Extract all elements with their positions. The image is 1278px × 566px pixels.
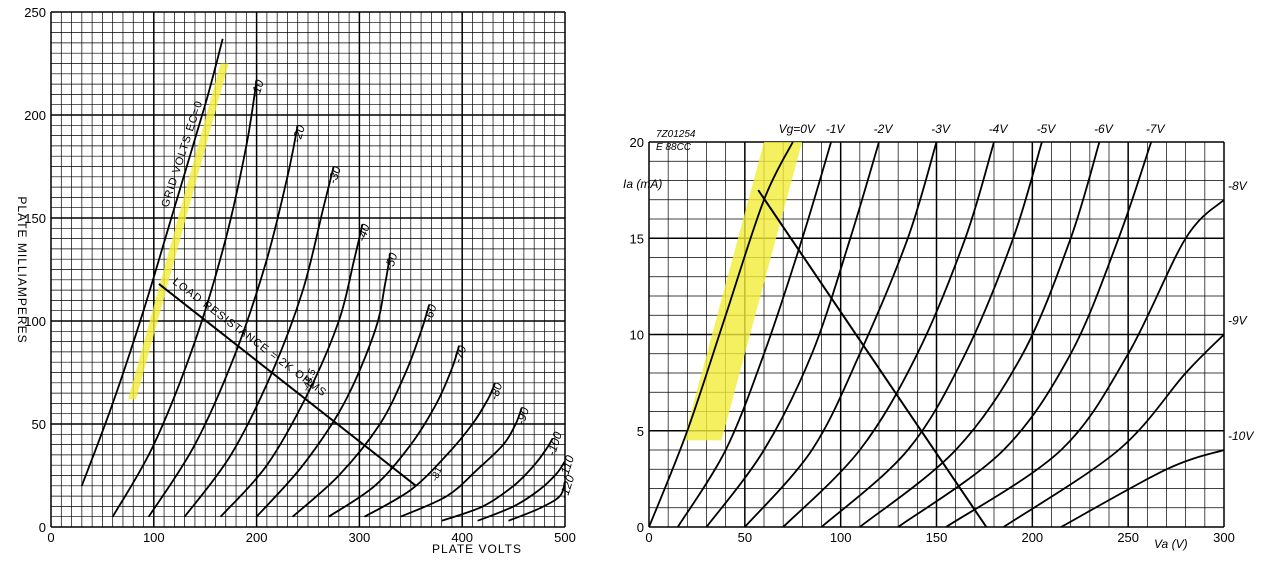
x-tick-label: 250 bbox=[1117, 530, 1139, 545]
x-tick-label: 200 bbox=[1021, 530, 1043, 545]
x-tick-label: 0 bbox=[47, 530, 54, 545]
curve-60 bbox=[291, 304, 431, 518]
left-grid bbox=[50, 11, 566, 528]
curve-label: -1V bbox=[826, 122, 846, 136]
curve-Vg0V bbox=[648, 141, 794, 528]
curve-80 bbox=[364, 382, 496, 518]
x-tick-label: 400 bbox=[451, 530, 473, 545]
right-load-line bbox=[757, 189, 988, 528]
x-tick-label: 50 bbox=[738, 530, 752, 545]
curve-1V bbox=[677, 141, 832, 528]
left-extra-label-81: -81 bbox=[429, 466, 444, 483]
x-tick-label: 150 bbox=[926, 530, 948, 545]
curve-6V bbox=[859, 141, 1101, 528]
y-tick-label: 5 bbox=[637, 424, 644, 439]
curve-label: -60 bbox=[421, 302, 440, 323]
curve-10V bbox=[1060, 449, 1225, 528]
left-x-axis-title: PLATE VOLTS bbox=[432, 542, 522, 556]
chart-left: 0 100 200 300 400 500 0 50 100 150 200 250 -10 -20 -3… bbox=[15, 5, 577, 556]
y-tick-label: 10 bbox=[630, 328, 644, 343]
curve-label: -80 bbox=[487, 381, 506, 402]
curve-label: -6V bbox=[1094, 122, 1114, 136]
curve-label: -40 bbox=[354, 222, 373, 243]
curve-label: -4V bbox=[989, 122, 1009, 136]
chart-right: 0 50 100 150 200 250 300 0 5 10 15 20 Vg=0V -1V -2V -3… bbox=[623, 122, 1255, 551]
left-y-axis-title: PLATE MILLIAMPERES bbox=[15, 196, 29, 343]
y-tick-label: 50 bbox=[32, 417, 46, 432]
x-tick-label: 300 bbox=[349, 530, 371, 545]
curve-label: -10 bbox=[248, 78, 267, 99]
right-tube-type: E 88CC bbox=[656, 142, 692, 153]
curve-label: -7V bbox=[1146, 122, 1166, 136]
left-curve-labels: -10-20-30-40-50-60-70-80-90-100-110-120 bbox=[248, 78, 577, 501]
curve-label: -90 bbox=[513, 405, 532, 426]
y-tick-label: 150 bbox=[24, 211, 46, 226]
curve-10 bbox=[111, 79, 258, 518]
curve-30 bbox=[183, 166, 335, 518]
curve-label: -2V bbox=[874, 122, 894, 136]
curve-100 bbox=[441, 437, 554, 522]
curve-label: -3V bbox=[931, 122, 951, 136]
curve-label: -30 bbox=[325, 164, 344, 185]
curve-7V bbox=[897, 141, 1153, 528]
curve-70 bbox=[328, 345, 460, 518]
right-curves bbox=[648, 141, 1225, 528]
curve-3V bbox=[744, 141, 938, 528]
left-load-line bbox=[158, 283, 417, 487]
left-ticks: 0 100 200 300 400 500 0 50 100 150 200 250 bbox=[24, 5, 576, 545]
y-tick-label: 0 bbox=[637, 520, 644, 535]
x-tick-label: 300 bbox=[1213, 530, 1235, 545]
curve-zero bbox=[80, 38, 224, 487]
curve-5V bbox=[820, 141, 1043, 528]
curve-50 bbox=[255, 252, 392, 518]
x-tick-label: 0 bbox=[645, 530, 652, 545]
curve-label: Vg=0V bbox=[779, 122, 816, 136]
curve-110 bbox=[477, 460, 566, 522]
right-y-axis-title: Ia (mA) bbox=[623, 177, 662, 191]
right-highlight-band bbox=[683, 142, 802, 441]
right-catalog-code: 7Z01254 bbox=[656, 129, 696, 140]
curve-label: -10V bbox=[1228, 429, 1254, 443]
curve-label: -110 bbox=[557, 453, 578, 480]
y-tick-label: 200 bbox=[24, 108, 46, 123]
x-tick-label: 500 bbox=[554, 530, 576, 545]
x-tick-label: 200 bbox=[246, 530, 268, 545]
y-tick-label: 20 bbox=[630, 135, 644, 150]
right-curve-labels: Vg=0V -1V -2V -3V -4V -5V -6V -7V -8V -9V -10V bbox=[779, 122, 1255, 443]
left-curves bbox=[80, 38, 566, 522]
curve-8V bbox=[945, 199, 1225, 528]
right-ticks: 0 50 100 150 200 250 300 0 5 10 15 20 bbox=[630, 135, 1235, 545]
curve-20 bbox=[147, 125, 299, 518]
curve-label: -50 bbox=[382, 251, 401, 272]
curve-2V bbox=[705, 141, 880, 528]
curve-4V bbox=[782, 141, 995, 528]
y-tick-label: 15 bbox=[630, 231, 644, 246]
curve-label: -9V bbox=[1228, 314, 1248, 328]
y-tick-label: 0 bbox=[39, 520, 46, 535]
y-tick-label: 250 bbox=[24, 5, 46, 20]
y-tick-label: 100 bbox=[24, 314, 46, 329]
curve-label: -20 bbox=[289, 123, 308, 144]
curve-90 bbox=[400, 407, 523, 518]
right-x-axis-title: Va (V) bbox=[1154, 537, 1188, 551]
curve-40 bbox=[219, 223, 364, 518]
curve-label: -70 bbox=[451, 344, 470, 365]
x-tick-label: 100 bbox=[143, 530, 165, 545]
curve-9V bbox=[1003, 333, 1225, 528]
curve-120 bbox=[508, 481, 566, 522]
x-tick-label: 100 bbox=[830, 530, 852, 545]
curve-label: -5V bbox=[1037, 122, 1057, 136]
curve-label: -8V bbox=[1228, 179, 1248, 193]
left-highlight-band bbox=[128, 63, 229, 400]
